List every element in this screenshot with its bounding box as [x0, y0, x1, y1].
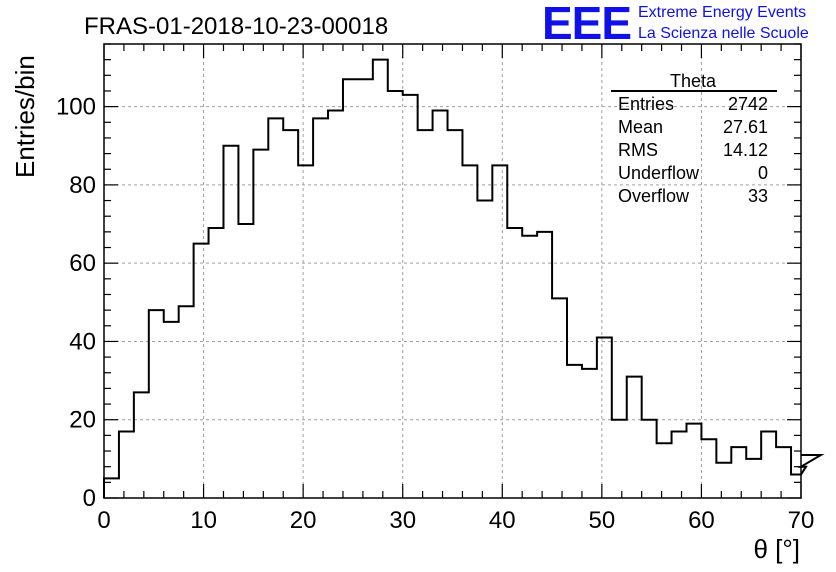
eee-logo: EEE Extreme Energy Events La Scienza nel…: [542, 0, 832, 49]
stats-label: Mean: [618, 117, 663, 137]
y-tick-label: 0: [83, 485, 96, 512]
x-tick-label: 50: [589, 507, 616, 534]
grid-lines: [104, 44, 801, 498]
y-tick-label: 80: [69, 172, 96, 199]
y-tick-label: 100: [56, 94, 96, 121]
stats-label: Entries: [618, 94, 674, 114]
eee-logo-letters: EEE: [542, 0, 632, 49]
stats-value: 33: [748, 186, 768, 206]
chart-title: FRAS-01-2018-10-23-00018: [84, 13, 388, 40]
x-tick-label: 0: [97, 507, 110, 534]
stats-label: RMS: [618, 140, 658, 160]
stats-label: Underflow: [618, 163, 700, 183]
stats-value: 0: [758, 163, 768, 183]
y-tick-label: 20: [69, 407, 96, 434]
stats-title: Theta: [670, 71, 717, 91]
axes: 0 10 20 30 40 50 60 70 0 20 40 60 80 100: [56, 43, 815, 534]
y-axis-label: Entries/bin: [10, 55, 40, 178]
x-tick-label: 30: [389, 507, 416, 534]
stats-box: Theta Entries 2742 Mean 27.61 RMS 14.12 Underf…: [611, 71, 777, 206]
x-tick-label: 10: [190, 507, 217, 534]
stats-value: 14.12: [723, 140, 768, 160]
logo-text-line1: Extreme Energy Events: [638, 4, 807, 21]
stats-value: 2742: [728, 94, 768, 114]
x-tick-label: 20: [290, 507, 317, 534]
x-tick-label: 60: [688, 507, 715, 534]
y-tick-label: 60: [69, 250, 96, 277]
stats-label: Overflow: [618, 186, 690, 206]
histogram-outline: [103, 58, 825, 498]
logo-text-line2: La Scienza nelle Scuole: [638, 25, 809, 42]
x-tick-label: 40: [489, 507, 516, 534]
y-tick-label: 40: [69, 328, 96, 355]
x-tick-label: 70: [788, 507, 815, 534]
stats-value: 27.61: [723, 117, 768, 137]
plot-frame: [103, 43, 802, 499]
x-axis-label: θ [°]: [753, 534, 800, 564]
